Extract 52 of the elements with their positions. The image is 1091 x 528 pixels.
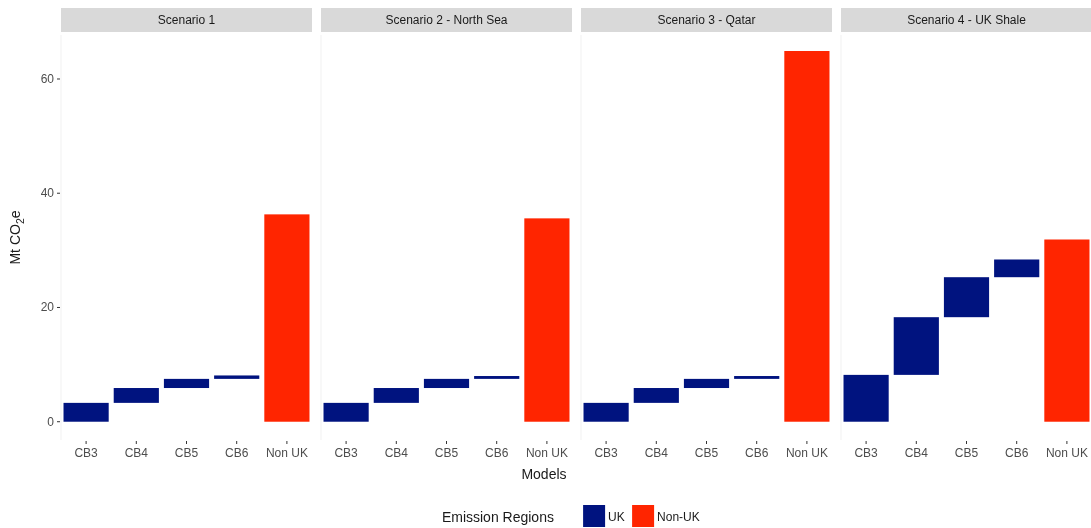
- chart-title: Scenario 1: [157, 13, 216, 27]
- bar: [843, 374, 889, 422]
- y-tick-label: 60: [40, 71, 55, 86]
- x-tick-label: CB6: [1005, 446, 1029, 460]
- legend-label: UK: [608, 510, 625, 524]
- legend-title: Emission Regions: [441, 509, 554, 525]
- x-tick-label: CB4: [384, 446, 409, 460]
- bar: [323, 402, 369, 422]
- x-tick-label: CB5: [954, 446, 979, 460]
- x-tick-label: Non UK: [785, 446, 828, 460]
- x-tick-label: CB3: [854, 446, 879, 460]
- bar: [583, 402, 629, 422]
- bar: [943, 277, 990, 318]
- x-axis-title: Models: [521, 466, 567, 482]
- x-tick-label: CB6: [745, 446, 769, 460]
- bar: [63, 402, 109, 422]
- chart-title: Scenario 3 - Qatar: [657, 13, 756, 27]
- chart-title: Scenario 2 - North Sea: [385, 13, 508, 27]
- x-tick-label: CB5: [694, 446, 719, 460]
- x-tick-label: CB5: [174, 446, 199, 460]
- x-tick-label: CB4: [124, 446, 149, 460]
- chart-title: Scenario 4 - UK Shale: [907, 13, 1027, 27]
- x-tick-label: CB4: [644, 446, 669, 460]
- x-tick-label: CB4: [904, 446, 929, 460]
- x-tick-label: CB3: [594, 446, 619, 460]
- bar: [893, 317, 939, 375]
- bar: [784, 50, 830, 422]
- bar: [474, 376, 520, 379]
- x-tick-label: Non UK: [525, 446, 568, 460]
- bar: [994, 259, 1040, 278]
- x-tick-label: Non UK: [1045, 446, 1088, 460]
- bar: [373, 388, 419, 403]
- x-tick-label: Non UK: [265, 446, 308, 460]
- bar: [214, 375, 260, 379]
- x-tick-label: CB6: [225, 446, 249, 460]
- bar: [683, 378, 730, 389]
- x-tick-label: CB6: [485, 446, 509, 460]
- legend-label: Non-UK: [657, 510, 700, 524]
- x-tick-label: CB3: [74, 446, 99, 460]
- y-tick-label: 0: [47, 414, 55, 429]
- bar: [113, 388, 159, 403]
- bar: [1044, 239, 1090, 422]
- x-tick-label: CB3: [334, 446, 359, 460]
- bar: [423, 378, 470, 389]
- x-tick-label: CB5: [434, 446, 459, 460]
- y-tick-label: 20: [40, 300, 55, 315]
- bar: [264, 214, 310, 422]
- bar: [163, 378, 210, 389]
- bar: [524, 218, 570, 422]
- bar: [734, 376, 780, 379]
- bar: [633, 388, 679, 403]
- y-tick-label: 40: [40, 186, 55, 201]
